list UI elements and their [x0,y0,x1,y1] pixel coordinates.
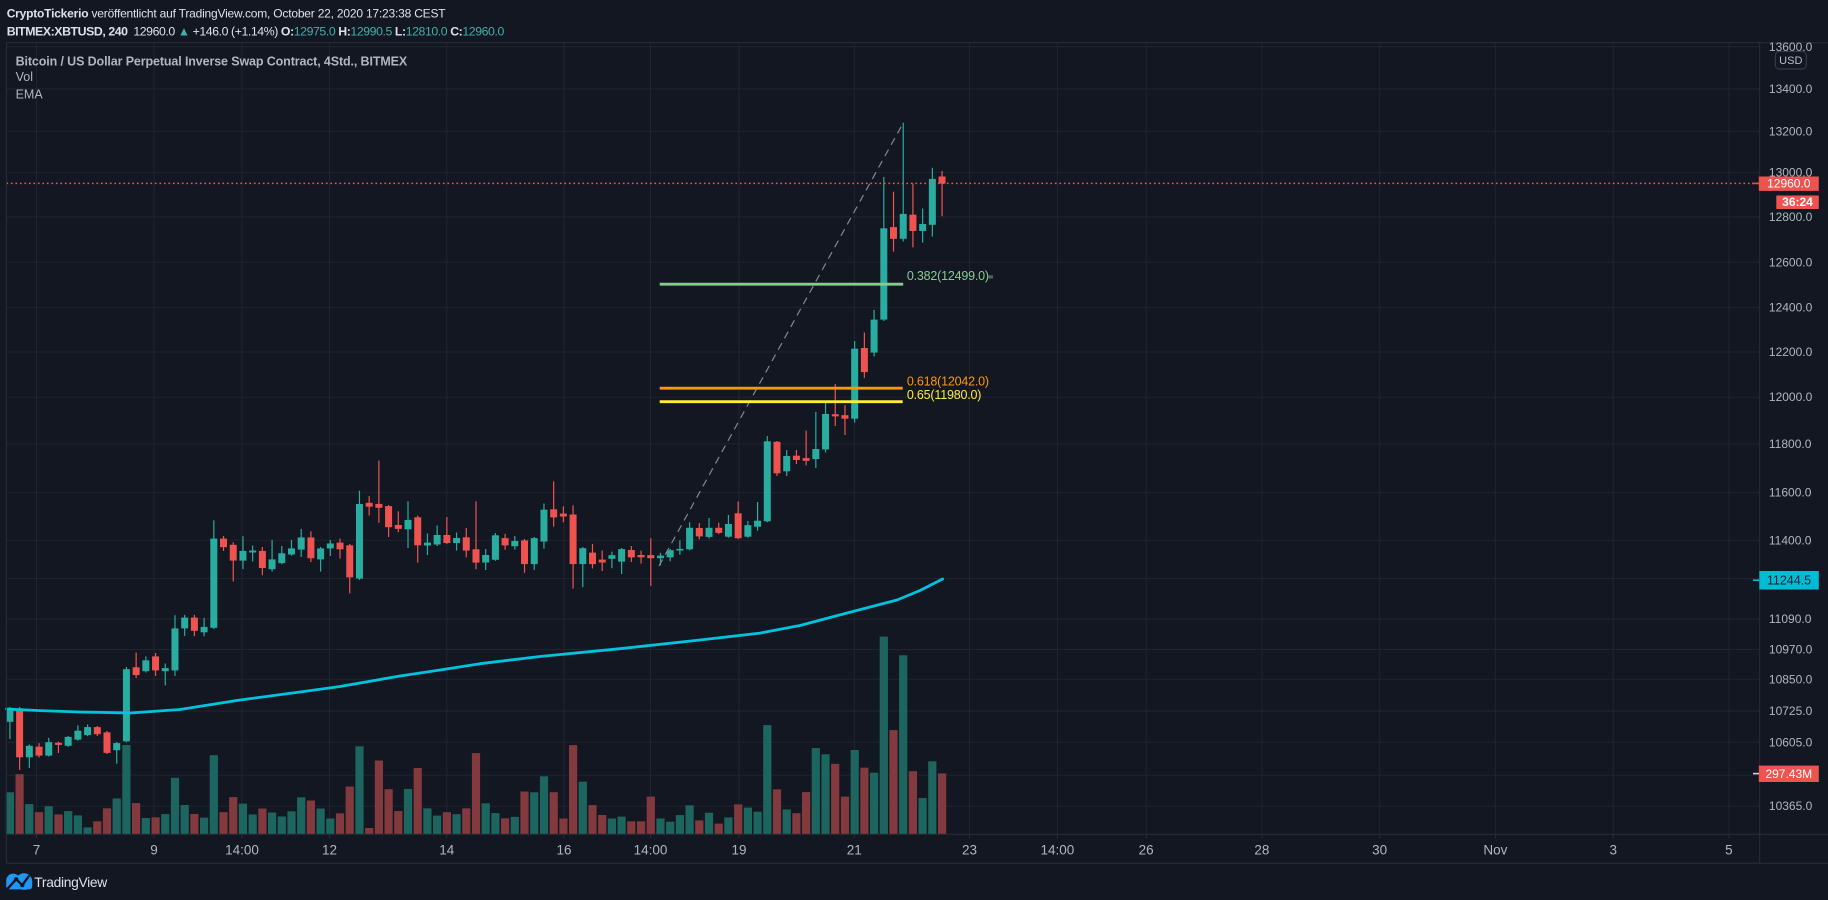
svg-text:10365.0: 10365.0 [1769,799,1813,813]
svg-text:EMA: EMA [16,87,44,101]
svg-text:297.43M: 297.43M [1765,767,1812,781]
svg-text:12000.0: 12000.0 [1769,390,1813,404]
svg-text:12960.0: 12960.0 [1767,177,1811,191]
svg-text:13200.0: 13200.0 [1769,124,1813,138]
svg-text:36:24: 36:24 [1782,195,1813,209]
svg-text:13400.0: 13400.0 [1769,82,1813,96]
svg-text:11800.0: 11800.0 [1769,437,1812,451]
svg-text:11090.0: 11090.0 [1769,612,1812,626]
svg-text:Vol: Vol [16,70,33,84]
svg-text:30: 30 [1372,843,1387,858]
svg-text:USD: USD [1779,55,1802,67]
svg-text:11600.0: 11600.0 [1769,486,1812,500]
svg-text:14:00: 14:00 [225,843,259,858]
svg-text:10725.0: 10725.0 [1769,704,1813,718]
svg-text:14:00: 14:00 [1041,843,1075,858]
svg-text:13000.0: 13000.0 [1769,166,1813,180]
svg-text:10970.0: 10970.0 [1769,643,1813,657]
svg-text:BITMEX:XBTUSD, 240 12960.0 ▲ +: BITMEX:XBTUSD, 240 12960.0 ▲ +146.0 (+1.… [7,25,505,39]
svg-text:TradingView: TradingView [34,875,107,890]
svg-text:19: 19 [731,843,746,858]
svg-text:0.65(11980.0): 0.65(11980.0) [907,388,981,402]
svg-text:28: 28 [1254,843,1269,858]
svg-text:3: 3 [1609,843,1617,858]
svg-text:Bitcoin / US Dollar Perpetual: Bitcoin / US Dollar Perpetual Inverse Sw… [16,54,408,68]
svg-text:10850.0: 10850.0 [1769,672,1813,686]
svg-text:10605.0: 10605.0 [1769,735,1813,749]
svg-text:12800.0: 12800.0 [1769,210,1813,224]
svg-text:13600.0: 13600.0 [1769,40,1813,54]
svg-text:26: 26 [1139,843,1154,858]
svg-text:11400.0: 11400.0 [1769,533,1812,547]
svg-text:CryptoTickerio veröffentlicht: CryptoTickerio veröffentlicht auf Tradin… [7,7,447,21]
svg-text:9: 9 [150,843,158,858]
svg-text:5: 5 [1725,843,1733,858]
svg-text:12: 12 [322,843,337,858]
svg-text:11244.5: 11244.5 [1767,574,1811,588]
svg-text:7: 7 [33,843,41,858]
svg-text:16: 16 [556,843,571,858]
svg-text:21: 21 [847,843,862,858]
svg-text:12600.0: 12600.0 [1769,255,1813,269]
svg-text:12200.0: 12200.0 [1769,345,1813,359]
svg-text:12400.0: 12400.0 [1769,301,1813,315]
svg-text:14: 14 [439,843,455,858]
svg-text:0.618(12042.0): 0.618(12042.0) [907,375,989,389]
svg-text:Nov: Nov [1483,843,1507,858]
svg-text:23: 23 [962,843,977,858]
svg-text:14:00: 14:00 [634,843,668,858]
svg-text:0.382(12499.0): 0.382(12499.0) [907,269,989,283]
